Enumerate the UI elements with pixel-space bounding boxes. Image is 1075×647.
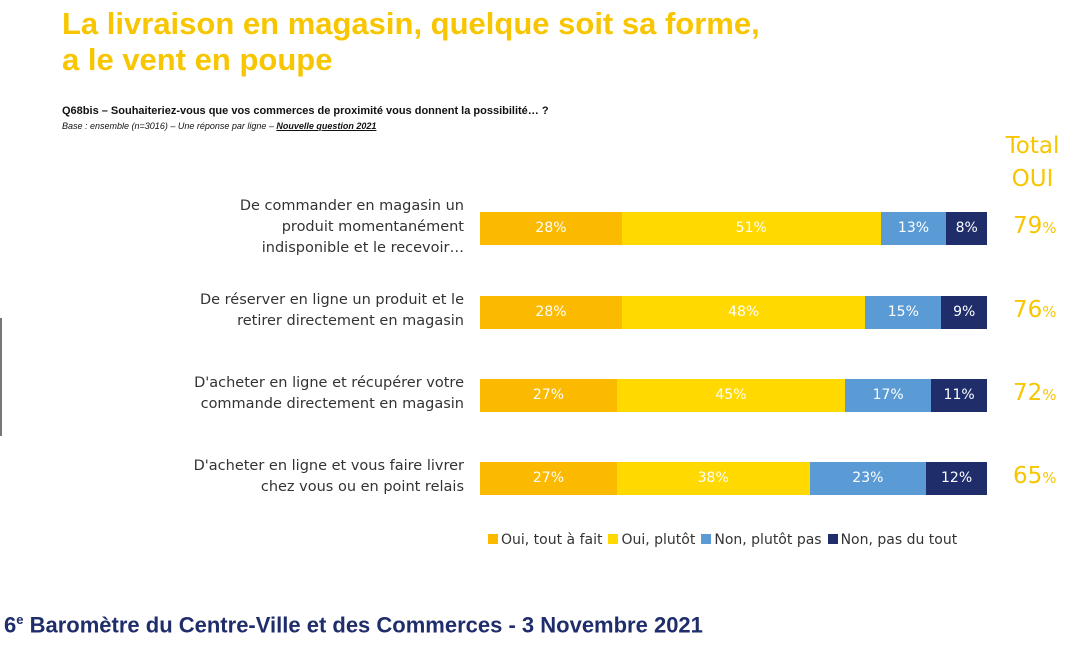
total-value: 65% (1013, 463, 1057, 489)
footer-text: Baromètre du Centre-Ville et des Commerc… (23, 612, 703, 638)
title-line: a le vent en poupe (62, 42, 333, 77)
title-line: La livraison en magasin, quelque soit sa… (62, 6, 760, 41)
data-label: 27% (532, 387, 564, 403)
legend: Oui, tout à fait Oui, plutôt Non, plutôt p… (488, 532, 957, 548)
data-label: 45% (715, 387, 747, 403)
data-label: 12% (941, 470, 973, 486)
legend-item: Non, pas du tout (827, 532, 958, 548)
category-line: indisponible et le recevoir… (261, 239, 464, 256)
base-note: Nouvelle question 2021 (276, 121, 377, 131)
bar-segment: 28% (480, 211, 622, 245)
title: La livraison en magasin, quelque soit sa… (62, 6, 760, 78)
category-line: commande directement en magasin (200, 396, 464, 412)
bar-segment: 15% (865, 295, 942, 329)
category-label: D'acheter en ligne et vous faire livrer c… (104, 456, 464, 498)
category-label: De commander en magasin un produit moment… (104, 196, 464, 259)
bar-segment: 48% (621, 295, 866, 329)
bar-segment: 27% (480, 461, 617, 495)
data-label: 15% (887, 304, 919, 320)
total-header: Total OUI (990, 130, 1075, 196)
base-text: Base : ensemble (n=3016) – Une réponse p… (62, 121, 277, 131)
category-line: retirer directement en magasin (237, 313, 464, 329)
data-label: 9% (953, 304, 976, 320)
category-line: De réserver en ligne un produit et le (199, 292, 464, 308)
bar-segment: 45% (616, 378, 846, 412)
data-label: 48% (728, 304, 760, 320)
legend-label: Non, pas du tout (840, 532, 958, 548)
total-value: 72% (1013, 380, 1057, 406)
bar-segment: 13% (880, 211, 947, 245)
total-value: 79% (1013, 213, 1057, 239)
data-label: 13% (897, 220, 930, 236)
category-line: D'acheter en ligne et vous faire livrer (193, 458, 464, 474)
category-line: De commander en magasin un (239, 197, 464, 214)
legend-label: Oui, plutôt (621, 532, 696, 548)
bar-segment: 9% (941, 295, 987, 329)
data-label: 28% (535, 304, 567, 320)
data-label: 51% (735, 220, 767, 236)
bar-segment: 23% (809, 461, 927, 495)
base: Base : ensemble (n=3016) – Une réponse p… (62, 121, 376, 131)
footer-number: 6 (4, 612, 17, 638)
footer: 6e Baromètre du Centre-Ville et des Comm… (4, 612, 703, 638)
data-label: 11% (943, 387, 975, 403)
bar-segment: 27% (480, 378, 617, 412)
legend-label: Non, plutôt pas (714, 532, 822, 548)
legend-item: Oui, tout à fait (488, 532, 602, 548)
total-value: 76% (1013, 297, 1057, 323)
category-line: chez vous ou en point relais (260, 479, 464, 495)
data-label: 8% (955, 220, 978, 236)
data-label: 28% (535, 220, 567, 236)
legend-swatch (701, 534, 712, 544)
bar-segment: 17% (845, 378, 932, 412)
bar-segment: 11% (931, 378, 987, 412)
legend-label: Oui, tout à fait (501, 532, 603, 548)
data-label: 38% (697, 470, 729, 486)
bar-segment: 12% (926, 461, 987, 495)
legend-item: Oui, plutôt (608, 532, 695, 548)
bar-segment: 8% (946, 211, 987, 245)
data-label: 23% (852, 470, 884, 486)
footer-sup: e (16, 612, 24, 627)
category-label: D'acheter en ligne et récupérer votre com… (104, 373, 464, 415)
total-header-line: OUI (1011, 166, 1054, 192)
question: Q68bis – Souhaiteriez-vous que vos comme… (62, 105, 549, 117)
legend-item: Non, plutôt pas (701, 532, 822, 548)
category-line: D'acheter en ligne et récupérer votre (194, 375, 464, 391)
data-label: 17% (872, 387, 904, 403)
legend-swatch (608, 534, 619, 544)
bar-segment: 28% (480, 295, 622, 329)
bar-segment: 38% (616, 461, 810, 495)
total-header-line: Total (1005, 133, 1060, 159)
category-label: De réserver en ligne un produit et le ret… (104, 290, 464, 332)
legend-swatch (827, 534, 838, 544)
legend-swatch (488, 534, 498, 544)
category-line: produit momentanément (281, 218, 464, 235)
edge-line (0, 318, 2, 436)
bar-segment: 51% (621, 211, 881, 245)
data-label: 27% (532, 470, 564, 486)
